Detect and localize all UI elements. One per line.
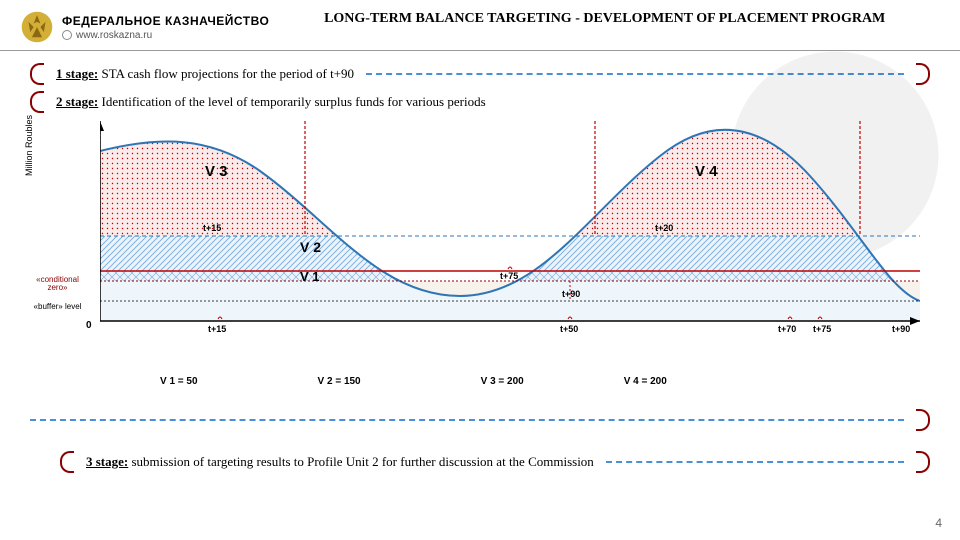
stage-1-label: 1 stage: <box>56 66 98 81</box>
stage-2-close <box>30 409 930 431</box>
bracket-left-icon <box>60 451 74 473</box>
org-url: www.roskazna.ru <box>62 30 269 41</box>
stage-3-text: 3 stage: submission of targeting results… <box>86 454 594 470</box>
org-name: ФЕДЕРАЛЬНОЕ КАЗНАЧЕЙСТВО <box>62 14 269 28</box>
stage-3-label: 3 stage: <box>86 454 128 469</box>
v2-label: V 2 <box>300 239 321 255</box>
chart-svg <box>100 121 920 351</box>
stage-2-row: 2 stage: Identification of the level of … <box>30 91 930 113</box>
page-title: LONG-TERM BALANCE TARGETING - DEVELOPMEN… <box>269 10 940 28</box>
v1-value: V 1 = 50 <box>160 376 198 387</box>
axis-t50: t+50 <box>560 324 578 334</box>
axis-t15: t+15 <box>208 324 226 334</box>
bracket-right-icon <box>916 451 930 473</box>
t90-mid-label: t+90 <box>562 289 580 299</box>
t20-label: t+20 <box>655 223 673 233</box>
globe-icon <box>62 30 72 40</box>
stage-3-row: 3 stage: submission of targeting results… <box>60 451 930 473</box>
logo-block: ФЕДЕРАЛЬНОЕ КАЗНАЧЕЙСТВО www.roskazna.ru <box>20 10 269 44</box>
chart: Million Roubles «conditional zero» «buff… <box>30 121 930 381</box>
dashed-connector <box>30 419 904 421</box>
axis-t90: t+90 <box>892 324 910 334</box>
stage-2-label: 2 stage: <box>56 94 98 109</box>
v3-value: V 3 = 200 <box>481 376 524 387</box>
stage-1-row: 1 stage: STA cash flow projections for t… <box>30 63 930 85</box>
bracket-left-icon <box>30 63 44 85</box>
emblem-icon <box>20 10 54 44</box>
v4-value: V 4 = 200 <box>624 376 667 387</box>
dashed-connector <box>606 461 904 463</box>
v1-label: V 1 <box>300 269 320 284</box>
values-row: V 1 = 50 V 2 = 150 V 3 = 200 V 4 = 200 <box>100 376 920 387</box>
t75-upper-label: t+75 <box>500 271 518 281</box>
v2-value: V 2 = 150 <box>318 376 361 387</box>
bracket-right-icon <box>916 409 930 431</box>
bracket-left-icon <box>30 91 44 113</box>
axis-t75: t+75 <box>813 324 831 334</box>
bracket-right-icon <box>916 63 930 85</box>
conditional-zero-label: «conditional zero» <box>30 276 85 292</box>
t15-label: t+15 <box>203 223 221 233</box>
divider <box>0 50 960 51</box>
v4-label: V 4 <box>695 163 718 180</box>
url-text: www.roskazna.ru <box>76 30 152 41</box>
y-axis-label: Million Roubles <box>24 115 34 176</box>
zero-label: 0 <box>86 321 92 331</box>
page-number: 4 <box>935 516 942 530</box>
header: ФЕДЕРАЛЬНОЕ КАЗНАЧЕЙСТВО www.roskazna.ru… <box>0 0 960 44</box>
v3-label: V 3 <box>205 163 228 180</box>
stage-2-desc: Identification of the level of temporari… <box>102 94 486 109</box>
stage-1-text: 1 stage: STA cash flow projections for t… <box>56 66 354 82</box>
axis-t70: t+70 <box>778 324 796 334</box>
buffer-level-label: «buffer» level <box>30 303 85 311</box>
stage-2-text: 2 stage: Identification of the level of … <box>56 94 486 110</box>
stage-3-desc: submission of targeting results to Profi… <box>132 454 594 469</box>
dashed-connector <box>366 73 904 75</box>
stage-1-desc: STA cash flow projections for the period… <box>102 66 355 81</box>
